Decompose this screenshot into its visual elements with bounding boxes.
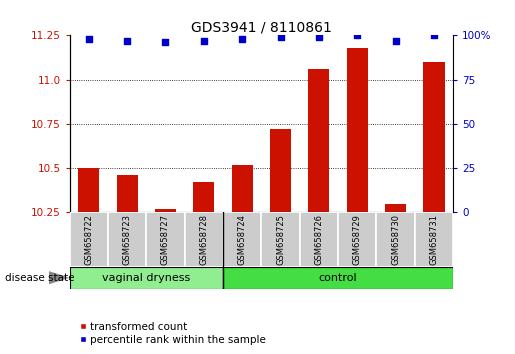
Text: GSM658724: GSM658724: [238, 215, 247, 265]
Bar: [78, 168, 99, 212]
Text: vaginal dryness: vaginal dryness: [102, 273, 191, 283]
Bar: [300, 212, 338, 267]
Point: [123, 38, 131, 44]
Bar: [70, 267, 223, 289]
Point: [277, 34, 285, 40]
Bar: [193, 182, 214, 212]
Point: [391, 38, 400, 44]
Text: control: control: [319, 273, 357, 283]
Bar: [223, 212, 261, 267]
Point: [161, 40, 169, 45]
Bar: [308, 69, 330, 212]
Text: disease state: disease state: [5, 273, 75, 283]
Text: GSM658728: GSM658728: [199, 214, 208, 266]
Title: GDS3941 / 8110861: GDS3941 / 8110861: [191, 20, 332, 34]
Text: GSM658727: GSM658727: [161, 214, 170, 266]
Bar: [338, 212, 376, 267]
Text: GSM658725: GSM658725: [276, 215, 285, 265]
Point: [353, 33, 362, 38]
Point: [200, 38, 208, 44]
Bar: [146, 212, 184, 267]
Polygon shape: [49, 272, 67, 284]
Legend: transformed count, percentile rank within the sample: transformed count, percentile rank withi…: [75, 317, 270, 349]
Text: GSM658726: GSM658726: [315, 214, 323, 266]
Point: [238, 36, 246, 42]
Bar: [347, 48, 368, 212]
Text: GSM658729: GSM658729: [353, 215, 362, 265]
Bar: [423, 62, 444, 212]
Bar: [385, 204, 406, 212]
Bar: [261, 212, 300, 267]
Bar: [70, 212, 108, 267]
Bar: [155, 209, 176, 212]
Text: GSM658723: GSM658723: [123, 214, 131, 266]
Bar: [223, 267, 453, 289]
Bar: [270, 129, 291, 212]
Point: [84, 36, 93, 42]
Bar: [376, 212, 415, 267]
Bar: [116, 175, 138, 212]
Bar: [108, 212, 146, 267]
Bar: [415, 212, 453, 267]
Text: GSM658731: GSM658731: [430, 214, 438, 266]
Point: [430, 33, 438, 38]
Bar: [184, 212, 223, 267]
Point: [315, 34, 323, 40]
Text: GSM658730: GSM658730: [391, 214, 400, 266]
Bar: [232, 165, 253, 212]
Text: GSM658722: GSM658722: [84, 215, 93, 265]
